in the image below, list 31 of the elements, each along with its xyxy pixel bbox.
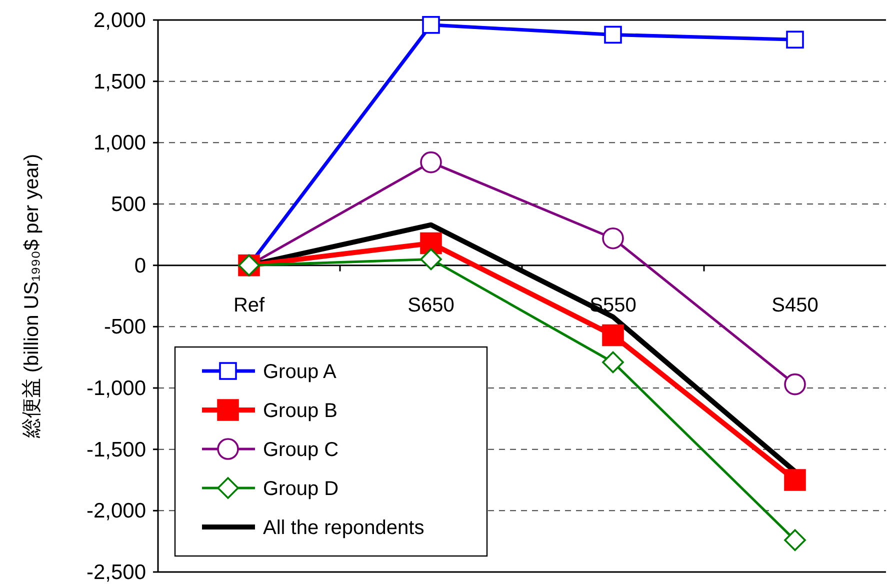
point: [602, 351, 624, 374]
point: [784, 373, 806, 396]
y-tick-label: 1,500: [93, 70, 146, 94]
point: [420, 248, 442, 270]
y-tick-label: -1,000: [86, 377, 146, 400]
y-tick-label: -500: [104, 316, 146, 339]
y-tick-label: -1,500: [86, 438, 146, 462]
x-tick-label: Ref: [233, 294, 266, 316]
y-tick-label: 2,000: [93, 9, 146, 32]
y-tick-label: 0: [134, 254, 146, 278]
point: [784, 469, 806, 491]
y-tick-label: 500: [110, 193, 146, 216]
legend-label: Group C: [263, 439, 339, 461]
point: [422, 16, 440, 34]
point: [786, 30, 804, 49]
x-tick-label: S650: [408, 294, 454, 316]
y-tick-label: 1,000: [93, 132, 146, 155]
point: [602, 227, 624, 250]
point: [420, 232, 442, 254]
legend-label: Group D: [263, 478, 339, 500]
point: [420, 151, 442, 174]
y-axis-title: 総便益 (billion US₁₉₉₀$ per year): [21, 154, 43, 440]
point: [602, 324, 624, 346]
legend-label: Group B: [263, 400, 338, 422]
y-tick-label: -2,500: [86, 561, 146, 584]
point: [784, 529, 806, 552]
point: [604, 26, 622, 44]
legend-label: Group A: [263, 361, 338, 383]
legend-label: All the repondents: [263, 517, 424, 539]
x-tick-label: S450: [772, 294, 818, 316]
y-tick-label: -2,000: [86, 500, 146, 523]
